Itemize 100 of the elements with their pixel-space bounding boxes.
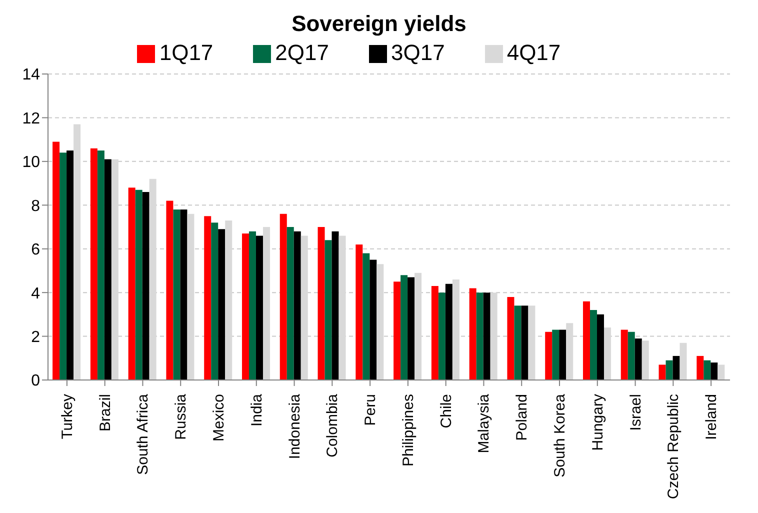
bar bbox=[400, 275, 408, 380]
bar bbox=[528, 306, 536, 380]
bar bbox=[90, 148, 98, 380]
bar bbox=[559, 330, 566, 380]
bar bbox=[60, 152, 67, 380]
bar bbox=[280, 214, 287, 380]
bar bbox=[66, 150, 74, 380]
x-tick-label: India bbox=[248, 393, 266, 427]
bar bbox=[438, 292, 446, 380]
bar bbox=[142, 192, 150, 380]
bar bbox=[483, 292, 490, 380]
y-tick-label: 8 bbox=[31, 198, 40, 215]
bar bbox=[248, 231, 256, 380]
bar bbox=[338, 236, 346, 380]
y-tick-label: 6 bbox=[31, 242, 40, 259]
bar bbox=[166, 200, 174, 380]
bar bbox=[521, 306, 528, 380]
bar bbox=[704, 360, 711, 380]
x-tick-label: Ireland bbox=[703, 394, 720, 440]
bar bbox=[242, 234, 249, 380]
bar bbox=[490, 292, 498, 380]
bar bbox=[469, 288, 476, 380]
bar bbox=[582, 301, 590, 380]
bar bbox=[262, 227, 270, 380]
bar bbox=[286, 227, 294, 380]
bar bbox=[356, 244, 363, 380]
chart-title: Sovereign yields bbox=[290, 10, 468, 38]
x-tick-label: Colombia bbox=[324, 393, 342, 458]
x-tick-label: Chile bbox=[438, 394, 455, 428]
bar bbox=[211, 222, 218, 380]
x-tick-label: Peru bbox=[362, 394, 380, 426]
bar bbox=[604, 328, 611, 380]
bar bbox=[218, 229, 226, 380]
bar bbox=[52, 142, 60, 380]
bar bbox=[104, 159, 112, 380]
x-tick-label: Hungary bbox=[589, 394, 606, 451]
bar bbox=[362, 253, 370, 380]
bar bbox=[128, 188, 136, 380]
legend-label: 1Q17 bbox=[159, 40, 214, 65]
bar bbox=[111, 159, 118, 380]
bar bbox=[370, 260, 377, 380]
bar bbox=[596, 314, 604, 380]
x-tick-label: South Africa bbox=[134, 393, 152, 475]
bar bbox=[376, 264, 384, 380]
y-tick-label: 14 bbox=[22, 66, 40, 84]
bar bbox=[300, 236, 308, 380]
bar bbox=[256, 236, 263, 380]
x-tick-label: Malaysia bbox=[476, 393, 493, 454]
bar bbox=[394, 282, 401, 380]
bar bbox=[318, 227, 325, 380]
bar bbox=[666, 360, 673, 380]
bar bbox=[408, 277, 415, 380]
bar bbox=[452, 279, 460, 380]
bar bbox=[566, 323, 574, 380]
bar bbox=[545, 332, 552, 380]
bar bbox=[173, 210, 180, 380]
bar bbox=[445, 284, 452, 380]
bar bbox=[74, 124, 81, 380]
x-tick-label: Israel bbox=[627, 394, 644, 431]
x-tick-label: South Korea bbox=[552, 393, 568, 478]
bar bbox=[696, 356, 704, 380]
bar bbox=[718, 364, 725, 380]
x-tick-label: Brazil bbox=[96, 394, 114, 432]
bar bbox=[187, 214, 194, 380]
bar bbox=[658, 364, 666, 380]
bar bbox=[324, 240, 332, 380]
y-tick-label: 10 bbox=[22, 154, 40, 172]
bar bbox=[672, 356, 680, 380]
bar bbox=[514, 306, 522, 380]
x-tick-label: Indonesia bbox=[286, 393, 304, 460]
bar bbox=[180, 210, 188, 380]
bar bbox=[680, 342, 687, 380]
y-tick-label: 0 bbox=[31, 372, 40, 390]
bar bbox=[628, 332, 635, 380]
bar bbox=[225, 220, 232, 380]
y-tick-label: 2 bbox=[31, 328, 40, 346]
bar bbox=[634, 338, 642, 380]
bar bbox=[294, 231, 301, 380]
bar bbox=[135, 190, 142, 380]
x-tick-label: Poland bbox=[514, 394, 531, 441]
x-tick-label: Mexico bbox=[210, 394, 228, 442]
bar bbox=[97, 150, 104, 380]
bar bbox=[642, 340, 649, 380]
bar bbox=[590, 310, 597, 380]
bar bbox=[332, 231, 339, 380]
bar bbox=[476, 292, 484, 380]
x-tick-label: Russia bbox=[172, 393, 190, 440]
x-tick-label: Czech Republic bbox=[665, 394, 682, 500]
legend-label: 2Q17 bbox=[275, 40, 329, 65]
bar bbox=[149, 178, 156, 380]
y-tick-label: 12 bbox=[22, 110, 40, 128]
x-tick-label: Turkey bbox=[58, 394, 76, 440]
bar bbox=[204, 216, 212, 380]
bar bbox=[552, 330, 560, 380]
bar bbox=[414, 272, 422, 380]
legend-label: 3Q17 bbox=[391, 40, 445, 65]
y-tick-label: 4 bbox=[31, 285, 40, 302]
x-tick-label: Philippines bbox=[400, 394, 417, 467]
bar bbox=[620, 330, 628, 380]
bar bbox=[431, 286, 438, 380]
